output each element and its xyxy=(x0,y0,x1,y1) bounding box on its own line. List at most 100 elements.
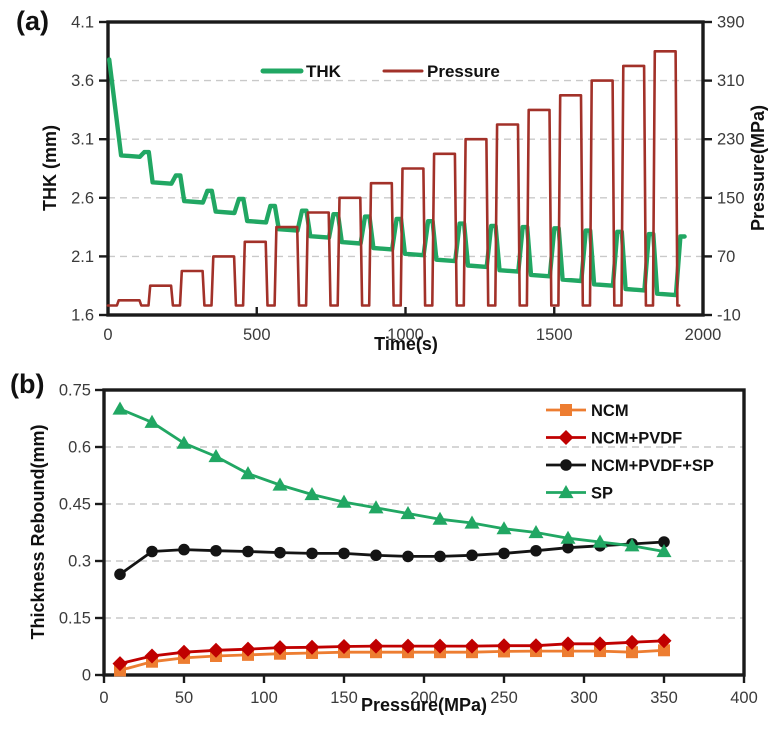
data-point-circle-ncm-pvdf-sp xyxy=(562,541,574,554)
y-left-tick-label: 3.1 xyxy=(71,131,94,149)
x-tick-label: 1500 xyxy=(536,326,573,344)
x-tick-label: 100 xyxy=(250,689,278,707)
legend-item-pressure: Pressure xyxy=(382,62,500,81)
data-point-circle-ncm-pvdf-sp xyxy=(274,546,286,559)
x-tick-label: 1000 xyxy=(387,326,424,344)
legend-label: SP xyxy=(591,484,613,502)
y-left-tick-label: 2.6 xyxy=(71,189,94,207)
y-left-tick-label: 4.1 xyxy=(71,14,94,32)
data-point-circle-ncm-pvdf-sp xyxy=(146,545,158,558)
data-point-triangle-sp xyxy=(560,530,576,544)
data-point-diamond-ncm-pvdf xyxy=(368,638,384,654)
legend-label: THK xyxy=(306,62,342,81)
data-point-circle-ncm-pvdf-sp xyxy=(402,550,414,563)
legend-item-ncm-pvdf-sp: NCM+PVDF+SP xyxy=(546,457,714,475)
x-tick-label: 0 xyxy=(99,689,108,707)
data-point-triangle-sp xyxy=(208,449,224,463)
data-point-triangle-sp xyxy=(592,534,608,548)
x-tick-label: 400 xyxy=(730,689,758,707)
x-axis-title: Time(s) xyxy=(374,334,438,354)
data-point-circle-ncm-pvdf-sp xyxy=(338,547,350,560)
legend-marker-diamond xyxy=(558,430,574,445)
x-tick-label: 300 xyxy=(570,689,598,707)
series-line-sp xyxy=(118,407,666,553)
legend-item-thk: THK xyxy=(260,62,342,81)
legend-label: Pressure xyxy=(427,62,500,81)
chart-b-thickness-rebound-vs-pressure: 0.75 0.6 0.45 0.3 0.15 00 50 100 150 200 250 300 350… xyxy=(28,382,758,716)
y-left-tick-label: 1.6 xyxy=(71,307,94,325)
data-point-diamond-ncm-pvdf xyxy=(144,648,160,664)
data-point-diamond-ncm-pvdf xyxy=(240,641,256,657)
y-right-tick-label: 150 xyxy=(717,189,745,207)
legend-item-ncm: NCM xyxy=(546,402,629,420)
data-point-triangle-sp xyxy=(112,401,128,415)
y-tick-label: 0 xyxy=(82,667,91,685)
y-tick-label: 0.6 xyxy=(68,439,91,457)
x-tick-label: 200 xyxy=(410,689,438,707)
pressure-series-line xyxy=(106,49,681,307)
legend-item-sp: SP xyxy=(546,484,613,502)
data-point-diamond-ncm-pvdf xyxy=(336,639,352,654)
data-point-diamond-ncm-pvdf xyxy=(560,636,576,652)
data-point-triangle-sp xyxy=(464,515,480,529)
y-right-tick-label: 310 xyxy=(717,72,745,90)
data-point-triangle-sp xyxy=(368,500,384,514)
x-tick-label: 2000 xyxy=(685,326,722,344)
data-point-square-ncm xyxy=(658,644,670,657)
x-tick-label: 500 xyxy=(243,326,271,344)
data-point-triangle-sp xyxy=(336,494,352,508)
data-point-diamond-ncm-pvdf xyxy=(432,638,448,654)
x-tick-label: 350 xyxy=(650,689,678,707)
y-axis-title: Thickness Rebound(mm) xyxy=(28,424,48,639)
data-point-triangle-sp xyxy=(624,538,640,552)
legend-label: NCM xyxy=(591,402,629,420)
data-point-triangle-sp xyxy=(176,435,192,449)
data-point-circle-ncm-pvdf-sp xyxy=(114,568,126,581)
data-point-triangle-sp xyxy=(144,414,160,428)
y-tick-label: 0.45 xyxy=(59,496,91,514)
series-line-ncm xyxy=(118,648,666,672)
data-point-diamond-ncm-pvdf xyxy=(400,638,416,654)
legend-marker-circle xyxy=(560,459,572,471)
series-line-ncm-pvdf-sp xyxy=(118,540,666,576)
legend-item-ncm-pvdf: NCM+PVDF xyxy=(546,429,682,447)
data-point-circle-ncm-pvdf-sp xyxy=(178,543,190,556)
data-point-circle-ncm-pvdf-sp xyxy=(658,536,670,548)
chart-a-thk-pressure-vs-time: 4.1 3.6 3.1 2.6 2.1 1.6 390 310 230 150 70 -10 0 500 1… xyxy=(40,14,768,355)
data-point-diamond-ncm-pvdf xyxy=(176,644,192,660)
data-point-diamond-ncm-pvdf xyxy=(464,638,480,654)
data-point-triangle-sp xyxy=(496,521,512,535)
data-point-triangle-sp xyxy=(656,544,672,558)
y-left-tick-label: 3.6 xyxy=(71,72,94,90)
data-point-diamond-ncm-pvdf xyxy=(528,638,544,654)
data-point-circle-ncm-pvdf-sp xyxy=(370,549,382,562)
data-point-circle-ncm-pvdf-sp xyxy=(498,547,510,560)
x-tick-label: 150 xyxy=(330,689,358,707)
y-right-tick-label: 390 xyxy=(717,14,745,32)
y-right-tick-label: 70 xyxy=(717,248,735,266)
y-tick-label: 0.3 xyxy=(68,553,91,571)
data-point-triangle-sp xyxy=(304,487,320,501)
data-point-circle-ncm-pvdf-sp xyxy=(434,550,446,563)
legend-label: NCM+PVDF xyxy=(591,429,682,447)
x-tick-label: 50 xyxy=(175,689,193,707)
y-right-tick-label: -10 xyxy=(717,307,741,325)
data-point-diamond-ncm-pvdf xyxy=(272,640,288,656)
data-point-circle-ncm-pvdf-sp xyxy=(242,545,254,558)
data-point-triangle-sp xyxy=(240,466,256,480)
panel-a-label: (a) xyxy=(16,6,49,36)
panel-b-label: (b) xyxy=(10,369,45,399)
data-point-diamond-ncm-pvdf xyxy=(208,642,224,658)
data-point-circle-ncm-pvdf-sp xyxy=(530,544,542,557)
y-left-tick-label: 2.1 xyxy=(71,248,94,266)
data-point-triangle-sp xyxy=(528,525,544,539)
y-tick-label: 0.15 xyxy=(59,610,91,628)
data-point-diamond-ncm-pvdf xyxy=(624,634,640,650)
thk-series-line xyxy=(106,57,687,298)
x-axis-title: Pressure(MPa) xyxy=(361,695,487,715)
y-tick-label: 0.75 xyxy=(59,382,91,400)
data-point-diamond-ncm-pvdf xyxy=(592,636,608,652)
data-point-circle-ncm-pvdf-sp xyxy=(306,547,318,560)
legend-label: NCM+PVDF+SP xyxy=(591,457,714,475)
y-right-axis-title: Pressure(MPa) xyxy=(748,105,768,231)
